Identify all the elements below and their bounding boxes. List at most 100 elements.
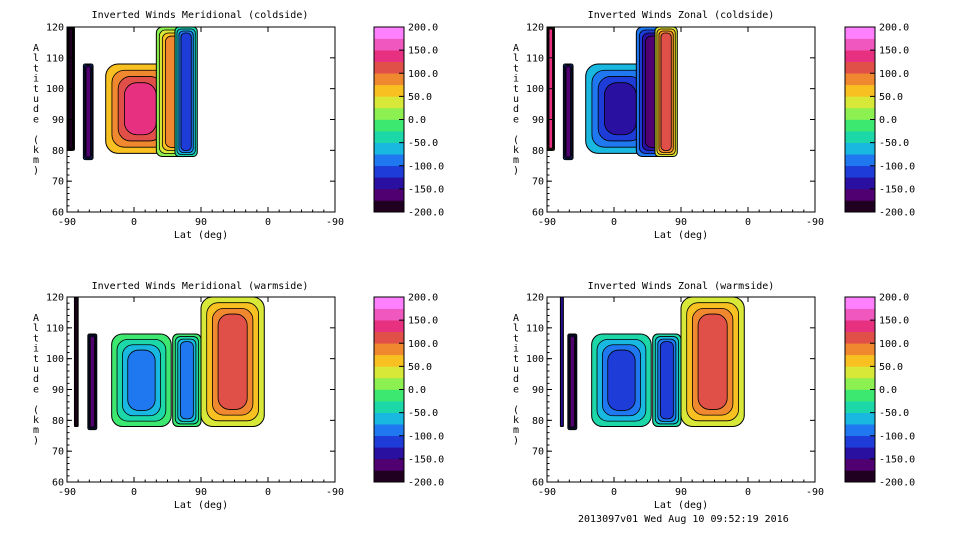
- contour-line: [180, 32, 192, 151]
- colorbar-tick-label: 200.0: [408, 293, 438, 304]
- y-axis-label-char: l: [33, 53, 39, 64]
- y-axis-label-char: m: [513, 425, 519, 436]
- colorbar-swatch: [845, 343, 875, 356]
- colorbar-swatch: [845, 424, 875, 437]
- y-axis-label-char: d: [33, 104, 39, 115]
- colorbar-swatch: [374, 165, 404, 178]
- y-tick-label: 70: [52, 177, 64, 188]
- colorbar-tick-label: -50.0: [408, 138, 438, 149]
- y-axis-label-char: ): [33, 435, 39, 446]
- colorbar-swatch: [845, 38, 875, 51]
- y-axis-label-char: u: [33, 364, 39, 375]
- y-axis-label-char: A: [33, 313, 39, 324]
- x-tick-label: -90: [326, 487, 344, 498]
- colorbar-swatch: [374, 412, 404, 425]
- y-tick-label: 120: [46, 293, 64, 304]
- y-tick-label: 60: [532, 478, 544, 489]
- colorbar-swatch: [845, 177, 875, 190]
- colorbar-swatch: [845, 50, 875, 62]
- y-tick-label: 90: [532, 115, 544, 126]
- colorbar-swatch: [374, 320, 404, 332]
- y-axis-label-char: t: [513, 84, 519, 95]
- x-tick-label: 90: [675, 487, 687, 498]
- y-tick-label: 100: [46, 354, 64, 365]
- y-axis-label-char: i: [513, 344, 519, 355]
- y-axis-label-char: A: [513, 43, 519, 54]
- colorbar-tick-label: -200.0: [879, 208, 915, 219]
- colorbar-swatch: [374, 200, 404, 213]
- colorbar-tick-label: -150.0: [408, 184, 444, 195]
- y-axis-label-char: (: [513, 135, 519, 146]
- y-axis-label-char: m: [513, 155, 519, 166]
- y-axis-label-char: i: [513, 74, 519, 85]
- colorbar-swatch: [845, 331, 875, 344]
- y-tick-label: 70: [532, 447, 544, 458]
- colorbar-tick-label: -150.0: [879, 454, 915, 465]
- y-tick-label: 110: [526, 323, 544, 334]
- y-tick-label: 120: [526, 23, 544, 34]
- y-axis-label-char: t: [33, 354, 39, 365]
- colorbar-swatch: [845, 131, 875, 143]
- x-tick-label: -90: [538, 487, 556, 498]
- colorbar-tick-label: 50.0: [408, 362, 432, 373]
- contour-line: [659, 341, 674, 420]
- x-tick-label: -90: [806, 487, 824, 498]
- y-axis-label-char: ): [33, 165, 39, 176]
- contour-line: [560, 297, 564, 427]
- colorbar-swatch: [845, 320, 875, 332]
- contour-line: [89, 336, 95, 428]
- colorbar-tick-label: 50.0: [408, 92, 432, 103]
- y-axis-label-char: (: [33, 405, 39, 416]
- colorbar-swatch: [845, 458, 875, 471]
- colorbar-tick-label: -200.0: [408, 208, 444, 219]
- x-tick-label: 0: [131, 217, 137, 228]
- x-tick-label: -90: [538, 217, 556, 228]
- contour-line: [565, 66, 571, 158]
- y-axis-label-char: ): [513, 435, 519, 446]
- colorbar-swatch: [374, 38, 404, 51]
- colorbar-swatch: [845, 200, 875, 213]
- y-axis-label-char: t: [33, 84, 39, 95]
- colorbar-tick-label: -150.0: [879, 184, 915, 195]
- y-tick-label: 70: [532, 177, 544, 188]
- y-axis-label-char: l: [513, 323, 519, 334]
- colorbar-swatch: [845, 27, 875, 39]
- footer-timestamp: 2013097v01 Wed Aug 10 09:52:19 2016: [578, 514, 789, 525]
- colorbar-swatch: [374, 447, 404, 460]
- colorbar-tick-label: 50.0: [879, 92, 903, 103]
- colorbar-swatch: [374, 366, 404, 379]
- panel-3: Inverted Winds Meridional (warmside) 60 70…: [33, 281, 444, 511]
- colorbar-tick-label: 100.0: [879, 69, 909, 80]
- colorbar-swatch: [845, 96, 875, 109]
- y-axis-label-char: d: [513, 104, 519, 115]
- colorbar-swatch: [845, 154, 875, 167]
- colorbar-tick-label: 100.0: [879, 339, 909, 350]
- y-axis-label-char: e: [33, 384, 39, 395]
- y-tick-label: 80: [532, 416, 544, 427]
- contour-line: [604, 82, 637, 136]
- y-axis-label-char: u: [33, 94, 39, 105]
- colorbar-swatch: [374, 424, 404, 437]
- panel-4: Inverted Winds Zonal (warmside) 60 70 80 90 1…: [513, 281, 915, 511]
- y-tick-label: 100: [526, 354, 544, 365]
- x-tick-label: 90: [195, 487, 207, 498]
- data-layer: [73, 297, 265, 431]
- x-tick-label: -90: [58, 217, 76, 228]
- colorbar-tick-label: 150.0: [408, 46, 438, 57]
- colorbar-swatch: [374, 96, 404, 109]
- colorbar-swatch: [845, 84, 875, 97]
- contour-line: [124, 82, 157, 136]
- colorbar-swatch: [374, 389, 404, 402]
- y-tick-label: 60: [52, 208, 64, 219]
- colorbar-swatch: [845, 389, 875, 402]
- y-axis-label-char: u: [513, 364, 519, 375]
- contour-line: [660, 32, 672, 151]
- y-tick-label: 110: [526, 53, 544, 64]
- contour-line: [127, 349, 156, 411]
- x-tick-label: 0: [265, 487, 271, 498]
- colorbar-swatch: [845, 61, 875, 74]
- colorbar-tick-label: 200.0: [408, 23, 438, 34]
- colorbar-swatch: [374, 142, 404, 155]
- x-tick-label: 0: [745, 487, 751, 498]
